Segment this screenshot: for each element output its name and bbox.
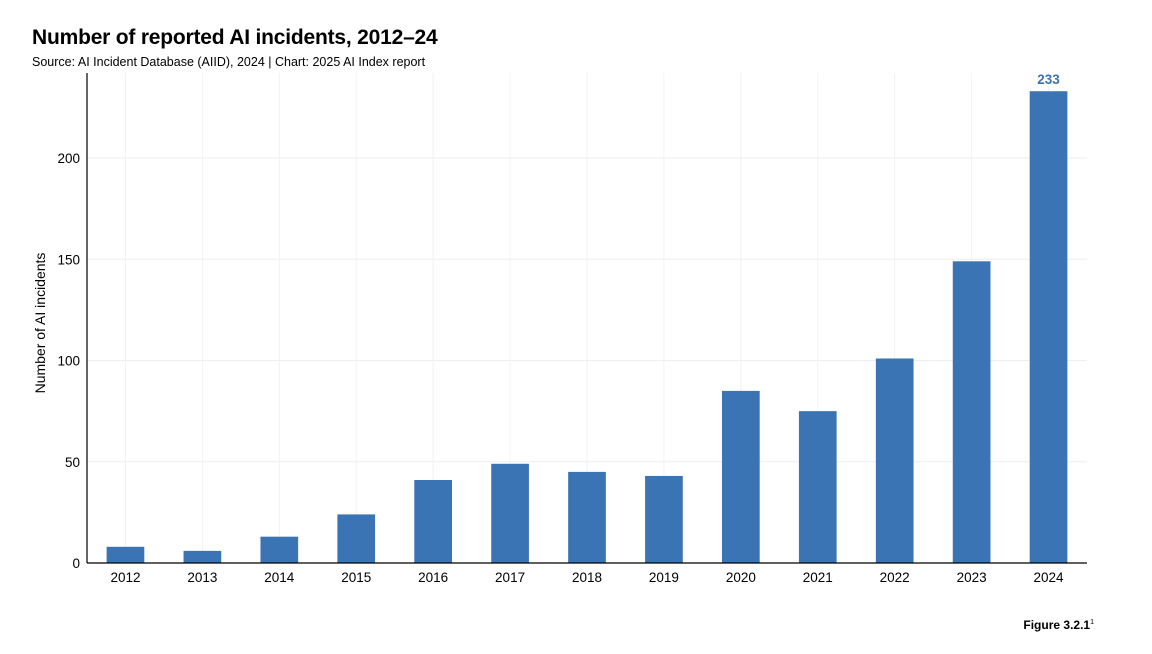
x-tick-label: 2024: [1034, 570, 1065, 585]
bar-2017: [491, 463, 529, 563]
x-tick-label: 2019: [649, 570, 679, 585]
x-tick-label: 2021: [803, 570, 833, 585]
x-tick-label: 2015: [341, 570, 371, 585]
bar-2019: [645, 475, 683, 563]
bar-2014: [260, 536, 299, 563]
grid-lines: [87, 73, 1087, 563]
y-tick-label: 100: [57, 354, 80, 369]
chart-subtitle: Source: AI Incident Database (AIID), 202…: [32, 55, 426, 69]
x-tick-label: 2017: [495, 570, 525, 585]
bar-2012: [106, 546, 145, 563]
y-tick-label: 0: [72, 556, 80, 571]
x-tick-label: 2012: [110, 570, 140, 585]
y-tick-label: 50: [65, 455, 80, 470]
figure-label-text: Figure 3.2.1: [1023, 618, 1091, 632]
x-tick-label: 2022: [880, 570, 910, 585]
y-tick-label: 200: [57, 151, 80, 166]
bar-series: [106, 91, 1068, 563]
x-tick-label: 2023: [957, 570, 987, 585]
x-tick-label: 2014: [264, 570, 295, 585]
bar-2023: [952, 261, 991, 563]
bar-2020: [722, 390, 760, 563]
tick-labels: 0 50 100 150 200 2012 2013 2014 2015 2016 2017 2018…: [57, 151, 1064, 585]
x-tick-label: 2018: [572, 570, 602, 585]
data-labels: 233: [1037, 72, 1060, 87]
bar-2015: [337, 514, 376, 563]
chart-title: Number of reported AI incidents, 2012–24: [32, 26, 438, 49]
y-tick-label: 150: [57, 252, 80, 267]
bar-2024: [1029, 91, 1068, 563]
bar-2021: [798, 411, 837, 563]
y-axis-title: Number of AI incidents: [32, 253, 48, 394]
figure-footnote-marker: 1: [1090, 619, 1094, 626]
x-tick-label: 2013: [187, 570, 217, 585]
bar-2016: [414, 479, 452, 563]
chart-axes: [86, 73, 1087, 564]
figure-label: Figure 3.2.11: [1023, 618, 1094, 632]
bar-2018: [568, 471, 606, 563]
x-tick-label: 2016: [418, 570, 448, 585]
bar-2022: [875, 358, 914, 563]
x-tick-label: 2020: [726, 570, 756, 585]
bar-2013: [183, 550, 222, 563]
data-label-2024: 233: [1037, 72, 1060, 87]
